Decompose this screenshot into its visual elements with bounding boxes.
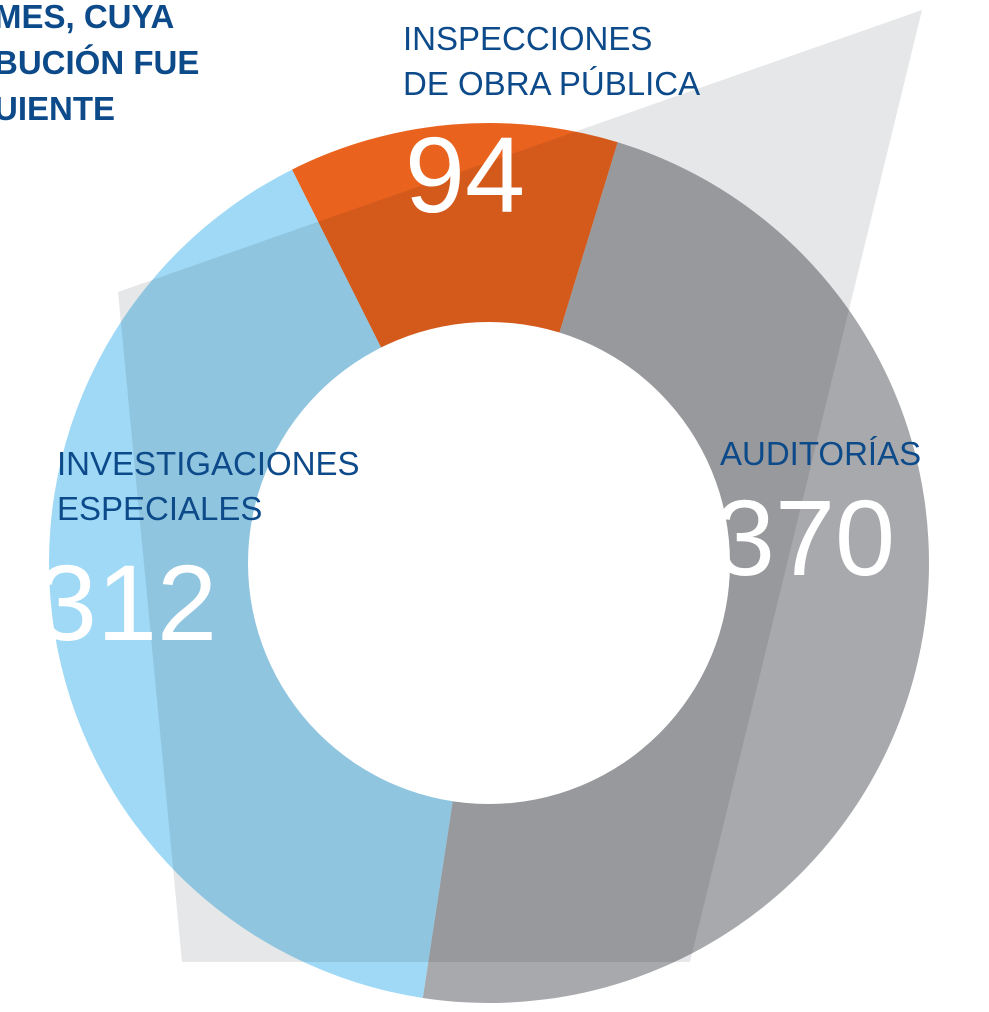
category-label: ESPECIALES	[57, 490, 262, 527]
category-label: DE OBRA PÚBLICA	[403, 65, 700, 102]
donut-hole	[248, 322, 730, 804]
labels: MES, CUYA BUCIÓN FUE UIENTE INSPECCIONES DE …	[0, 0, 922, 663]
category-label: INVESTIGACIONES	[57, 445, 360, 482]
title-line: UIENTE	[0, 90, 115, 127]
title-line: MES, CUYA	[0, 0, 174, 35]
value-label: 94	[405, 114, 525, 235]
category-label: AUDITORÍAS	[720, 435, 921, 472]
value-label: 370	[715, 477, 895, 598]
category-label: INSPECCIONES	[403, 20, 652, 57]
title-line: BUCIÓN FUE	[0, 44, 199, 81]
value-label: 312	[37, 542, 217, 663]
